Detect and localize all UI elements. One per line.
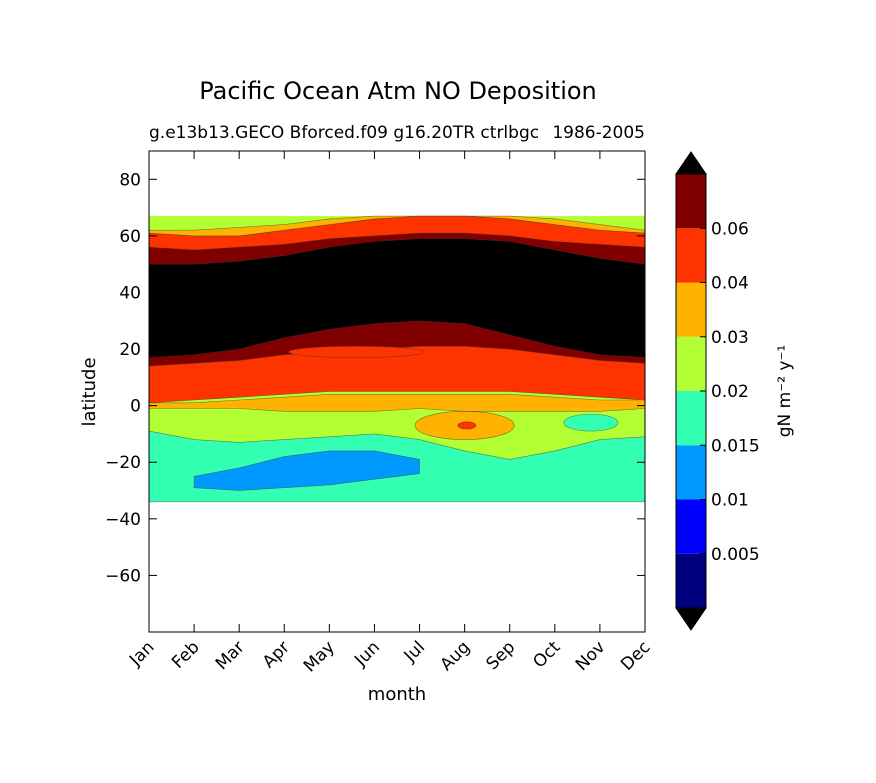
y-tick-label: −40 bbox=[105, 510, 141, 530]
colorbar-label: gN m⁻² y⁻¹ bbox=[775, 345, 795, 438]
y-tick-label: 20 bbox=[119, 340, 141, 360]
colorbar-segment bbox=[676, 336, 706, 391]
contour-red-tongue-may-jul bbox=[288, 345, 425, 358]
y-axis-label: latitude bbox=[79, 357, 100, 426]
x-tick-label-mar: Mar bbox=[212, 637, 249, 674]
colorbar-tick-label: 0.01 bbox=[711, 491, 749, 511]
y-tick-label: 0 bbox=[130, 397, 141, 417]
x-tick-label-jul: Jul bbox=[400, 637, 429, 666]
y-tick-label: 40 bbox=[119, 283, 141, 303]
x-tick-label-apr: Apr bbox=[259, 637, 294, 672]
x-tick-label-aug: Aug bbox=[437, 637, 475, 675]
y-axis: 80 60 40 20 0 −20 −40 −60 bbox=[105, 170, 645, 586]
x-tick-label-sep: Sep bbox=[482, 637, 519, 674]
colorbar-segment bbox=[676, 499, 706, 554]
x-tick-label-feb: Feb bbox=[168, 637, 203, 672]
x-axis-label: month bbox=[368, 684, 426, 705]
plot-frame bbox=[148, 150, 646, 633]
contour-band-over-0.07 bbox=[149, 238, 645, 358]
y-tick-label: −60 bbox=[105, 566, 141, 586]
colorbar-segment bbox=[676, 391, 706, 446]
contour-red-spot-aug bbox=[457, 421, 477, 430]
colorbar-segment bbox=[676, 553, 706, 608]
colorbar-tick-label: 0.06 bbox=[711, 219, 749, 239]
colorbar-tick-label: 0.02 bbox=[711, 382, 749, 402]
y-tick-label: −20 bbox=[105, 453, 141, 473]
x-tick-label-dec: Dec bbox=[617, 637, 654, 674]
colorbar-segment bbox=[676, 445, 706, 500]
x-tick-label-nov: Nov bbox=[572, 637, 610, 675]
contour-band-0.03-0.04 bbox=[149, 393, 645, 412]
contour-band-0.01-0.015 bbox=[193, 450, 420, 491]
chart-subtitle-right: 1986-2005 bbox=[552, 123, 645, 143]
contour-band-0.03-0.04-top bbox=[149, 215, 645, 237]
colorbar-segment bbox=[676, 282, 706, 337]
colorbar-tick-label: 0.005 bbox=[711, 545, 760, 565]
x-tick-label-jun: Jun bbox=[350, 637, 384, 671]
colorbar-segment bbox=[676, 174, 706, 229]
colorbar-tick-label: 0.015 bbox=[711, 436, 760, 456]
chart-subtitle-left: g.e13b13.GECO Bforced.f09 g16.20TR ctrlb… bbox=[149, 123, 539, 143]
x-tick-label-may: May bbox=[300, 637, 339, 676]
colorbar-extend-top bbox=[675, 151, 707, 175]
colorbar-segment bbox=[676, 228, 706, 283]
x-tick-label-oct: Oct bbox=[529, 637, 564, 672]
contour-cyan-patch-oct bbox=[563, 413, 619, 432]
colorbar-tick-label: 0.04 bbox=[711, 274, 749, 294]
colorbar-tick-label: 0.03 bbox=[711, 328, 749, 348]
x-tick-label-jan: Jan bbox=[125, 637, 158, 670]
colorbar-extend-bottom bbox=[675, 607, 707, 631]
colorbar: 0.005 0.01 0.015 0.02 0.03 0.04 0.06 bbox=[675, 151, 760, 631]
y-tick-label: 80 bbox=[119, 170, 141, 190]
chart-title: Pacific Ocean Atm NO Deposition bbox=[199, 77, 597, 105]
contour-plot-area bbox=[148, 150, 646, 633]
y-tick-label: 60 bbox=[119, 227, 141, 247]
